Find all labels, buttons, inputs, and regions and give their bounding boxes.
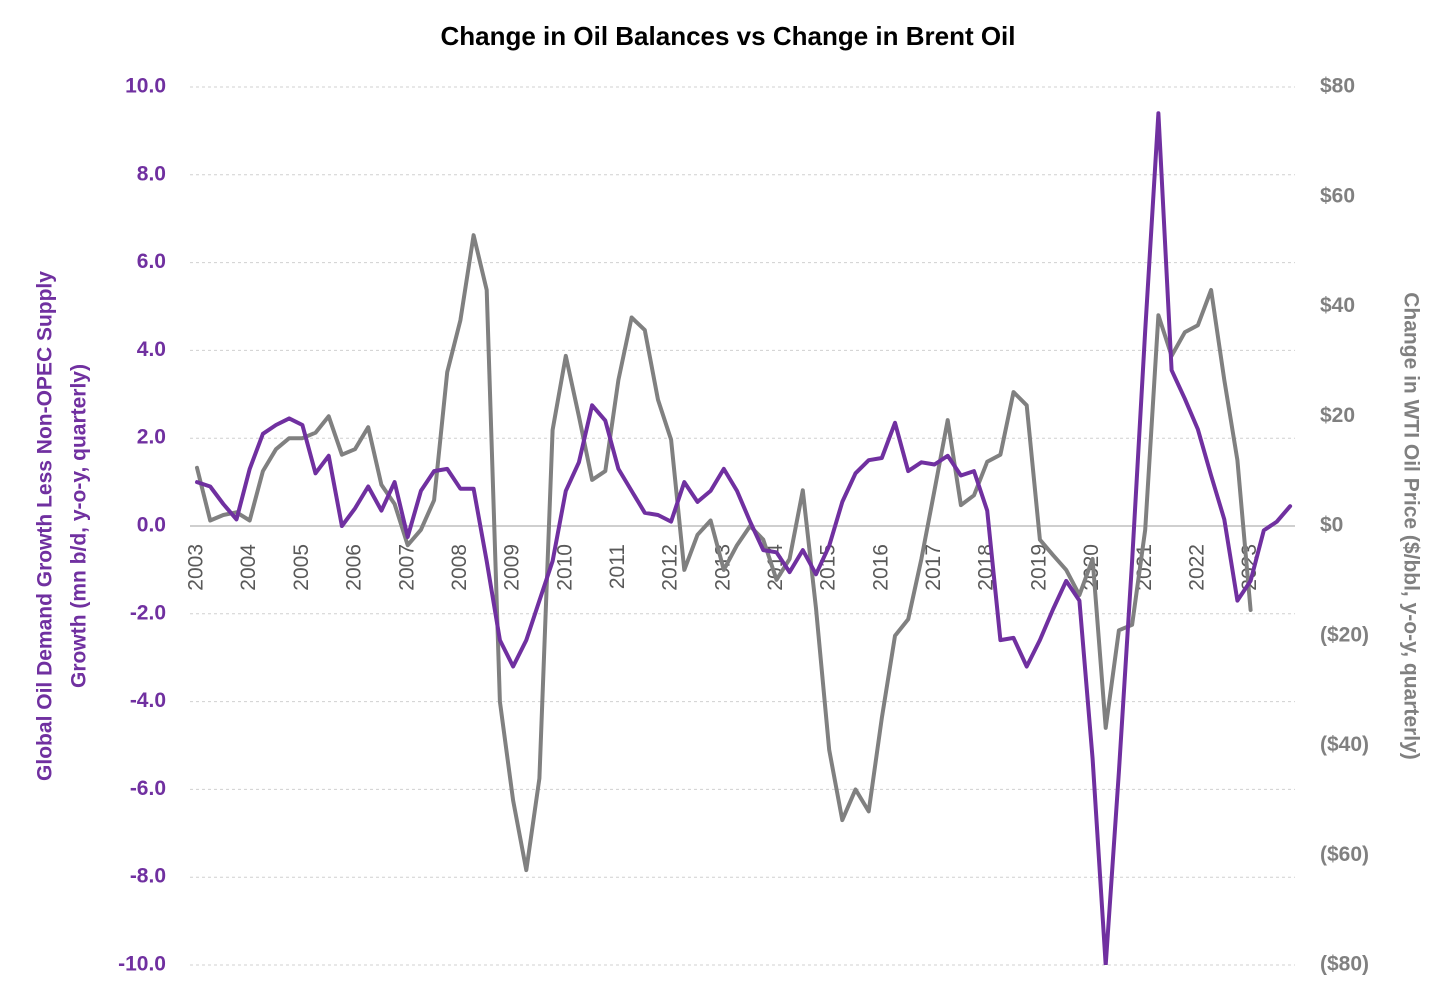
y2-tick-label: $40 [1320, 294, 1355, 317]
y-axis-title: Growth (mn b/d, y-o-y, quarterly) [68, 364, 91, 688]
y2-tick-label: ($40) [1320, 733, 1369, 756]
y2-axis-title: Change in WTI Oil Price ($/bbl, y-o-y, q… [1399, 292, 1422, 760]
y-tick-label: -6.0 [130, 777, 166, 800]
y2-tick-label: $60 [1320, 184, 1355, 207]
x-tick-label: 2011 [606, 544, 629, 589]
x-tick-label: 2003 [185, 544, 208, 591]
y2-tick-label: $0 [1320, 514, 1343, 537]
y-tick-label: 6.0 [137, 250, 166, 273]
chart-title: Change in Oil Balances vs Change in Bren… [440, 21, 1015, 51]
y-tick-label: 4.0 [137, 338, 166, 361]
y-tick-label: 0.0 [137, 514, 166, 537]
y-tick-label: -4.0 [130, 689, 166, 712]
x-tick-label: 2022 [1185, 544, 1208, 591]
y-tick-label: -10.0 [118, 953, 166, 976]
x-tick-label: 2012 [659, 544, 682, 591]
x-tick-label: 2005 [290, 544, 313, 591]
y-tick-label: 2.0 [137, 426, 166, 449]
y-axis-title: Global Oil Demand Growth Less Non-OPEC S… [34, 271, 57, 781]
y2-tick-label: ($60) [1320, 843, 1369, 866]
y-tick-label: -2.0 [130, 601, 166, 624]
x-tick-label: 2019 [1027, 544, 1050, 591]
x-tick-label: 2004 [237, 544, 260, 591]
y-tick-label: 10.0 [125, 75, 166, 98]
y2-tick-label: ($80) [1320, 953, 1369, 976]
x-tick-label: 2010 [553, 544, 576, 591]
series-line [195, 233, 1253, 873]
x-tick-label: 2017 [922, 544, 945, 591]
y2-tick-label: $80 [1320, 75, 1355, 98]
y2-tick-label: ($20) [1320, 623, 1369, 646]
y2-tick-label: $20 [1320, 404, 1355, 427]
y-tick-label: -8.0 [130, 865, 166, 888]
x-tick-label: 2006 [343, 544, 366, 591]
y-tick-label: 8.0 [137, 162, 166, 185]
series-line [195, 111, 1293, 965]
x-tick-label: 2007 [395, 544, 418, 591]
x-tick-label: 2008 [448, 544, 471, 591]
x-tick-label: 2016 [869, 544, 892, 591]
x-tick-label: 2009 [501, 544, 524, 591]
